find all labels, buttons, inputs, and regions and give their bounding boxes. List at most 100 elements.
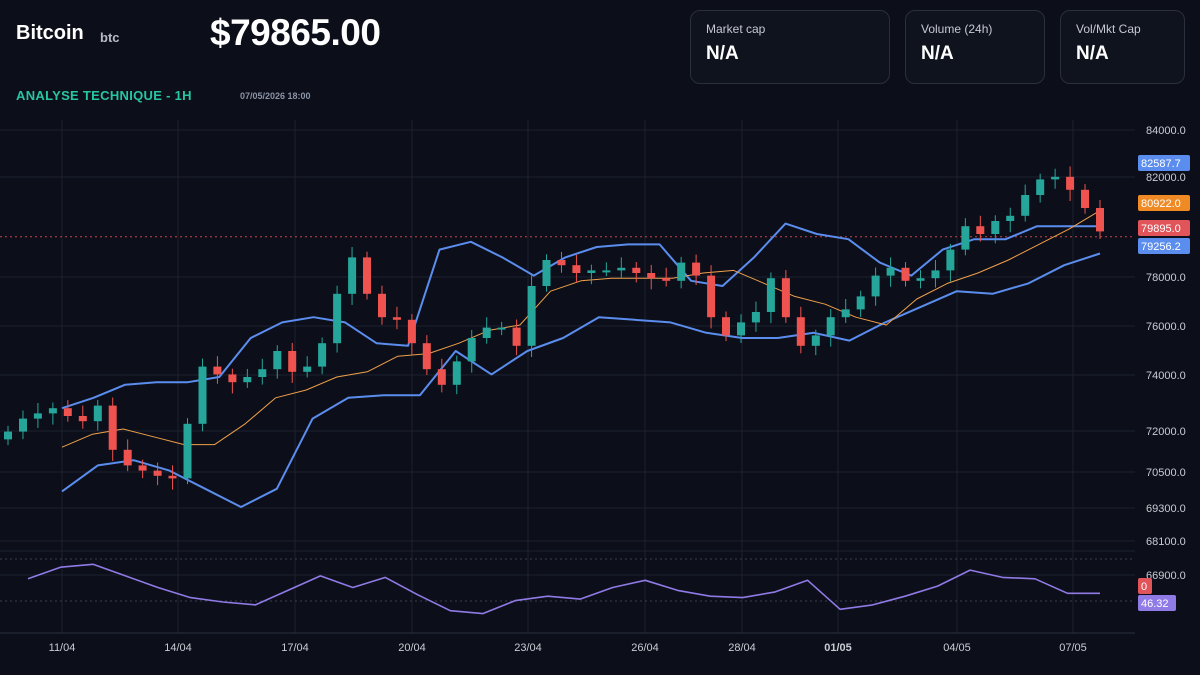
candle-body: [1021, 195, 1030, 216]
candle-body: [303, 366, 312, 372]
rsi-line: [27, 563, 1100, 615]
candle-body: [781, 278, 790, 318]
candle-body: [243, 377, 252, 383]
moving-average-tag-box: [1138, 195, 1190, 211]
candle-body: [183, 423, 192, 479]
coin-name: Bitcoin: [16, 22, 84, 44]
vol-mkt-cap-card: Vol/Mkt Cap N/A: [1060, 10, 1185, 84]
candle-body: [841, 309, 850, 318]
volume-label: Volume (24h): [921, 22, 993, 36]
candle-body: [677, 262, 686, 281]
price-chart[interactable]: 84000.0 82000.0 78000.0 76000.0 74000.0 72000…: [0, 118, 1200, 675]
candle-body: [437, 369, 446, 385]
candle-body: [318, 343, 327, 367]
time-tick-label: 01/05: [824, 642, 852, 654]
candle-body: [497, 327, 506, 330]
candle-body: [766, 278, 775, 312]
candle-body: [482, 327, 491, 338]
candle-body: [93, 405, 102, 422]
coin-ticker: btc: [100, 30, 120, 45]
price-tick-label: 74000.0: [1146, 370, 1186, 382]
lower-band-tag: 79256.2: [1141, 241, 1181, 253]
candle-body: [856, 296, 865, 310]
candle-body: [542, 260, 551, 286]
last-price-tag-box: [1138, 220, 1190, 236]
price-tick-label: 69300.0: [1146, 503, 1186, 515]
rsi-value-tag: 46.32: [1141, 598, 1169, 610]
candle-body: [4, 431, 12, 440]
candle-body: [333, 293, 342, 344]
candle-body: [886, 267, 895, 276]
candle-body: [378, 293, 386, 318]
price-tick-label: 70500.0: [1146, 467, 1186, 479]
upper-band-line: [61, 222, 1100, 410]
candle-body: [557, 260, 566, 266]
candle-body: [168, 475, 177, 479]
market-cap-label: Market cap: [706, 22, 766, 36]
candle-body: [452, 361, 461, 385]
candle-body: [811, 335, 820, 346]
price-tick-label: 82000.0: [1146, 172, 1186, 184]
price-tick-label: 76000.0: [1146, 321, 1186, 333]
candle-body: [288, 351, 297, 372]
candle-body: [751, 312, 760, 323]
candle-body: [901, 267, 910, 281]
candle-body: [512, 327, 521, 346]
lower-band-tag-box: [1138, 238, 1190, 254]
candle-body: [916, 278, 925, 281]
rsi-value-tag-box: [1138, 595, 1176, 611]
candle-body: [617, 267, 626, 271]
candle-body: [1081, 189, 1089, 208]
vol-mkt-cap-value: N/A: [1076, 43, 1109, 64]
upper-band-tag-box: [1138, 155, 1190, 171]
candle-body: [228, 374, 237, 383]
candle-body: [796, 317, 805, 346]
candle-body: [826, 317, 835, 336]
last-value-tags: 82587.7 80922.0 79895.0 79256.2 0 46.32: [1138, 155, 1190, 611]
bollinger-bands: [61, 210, 1101, 508]
candle-body: [1006, 215, 1015, 221]
market-cap-value: N/A: [706, 43, 739, 64]
candle-body: [19, 418, 27, 432]
time-tick-label: 11/04: [49, 642, 76, 654]
coin-price: $79865.00: [210, 12, 381, 53]
analysis-title: ANALYSE TECHNIQUE - 1H: [16, 88, 192, 103]
candle-body: [632, 267, 641, 273]
time-tick-label: 04/05: [943, 642, 971, 654]
time-axis: 11/04 14/04 17/04 20/04 23/04 26/04 28/04 01/05…: [0, 632, 1135, 654]
upper-band-tag: 82587.7: [1141, 158, 1181, 170]
candle-body: [946, 249, 955, 271]
candle-body: [961, 226, 970, 250]
vol-mkt-cap-label: Vol/Mkt Cap: [1076, 22, 1141, 36]
candle-body: [662, 278, 671, 281]
lower-band-line: [61, 252, 1101, 508]
candle-body: [153, 470, 162, 476]
time-tick-label: 14/04: [164, 642, 192, 654]
candlestick-series: [4, 166, 1104, 490]
candle-body: [467, 338, 476, 362]
candle-body: [707, 275, 716, 318]
candle-body: [63, 408, 72, 416]
candle-body: [602, 270, 611, 273]
price-tick-label: 66900.0: [1146, 570, 1186, 582]
candle-body: [213, 366, 222, 375]
candle-body: [931, 270, 940, 279]
candle-body: [198, 366, 207, 424]
candle-body: [348, 257, 357, 294]
candle-body: [692, 262, 701, 276]
volume-value: N/A: [921, 43, 954, 64]
candle-body: [258, 369, 267, 377]
candle-body: [273, 351, 282, 370]
candle-body: [138, 465, 147, 471]
time-tick-label: 17/04: [281, 642, 309, 654]
price-tick-label: 78000.0: [1146, 272, 1186, 284]
candle-body: [737, 322, 745, 336]
candle-body: [991, 221, 1000, 234]
price-tick-label: 72000.0: [1146, 426, 1186, 438]
candle-body: [363, 257, 371, 294]
last-price-tag: 79895.0: [1141, 223, 1181, 235]
candle-body: [1096, 208, 1104, 232]
candle-body: [392, 317, 401, 320]
time-tick-label: 26/04: [631, 642, 659, 654]
time-tick-label: 28/04: [728, 642, 756, 654]
